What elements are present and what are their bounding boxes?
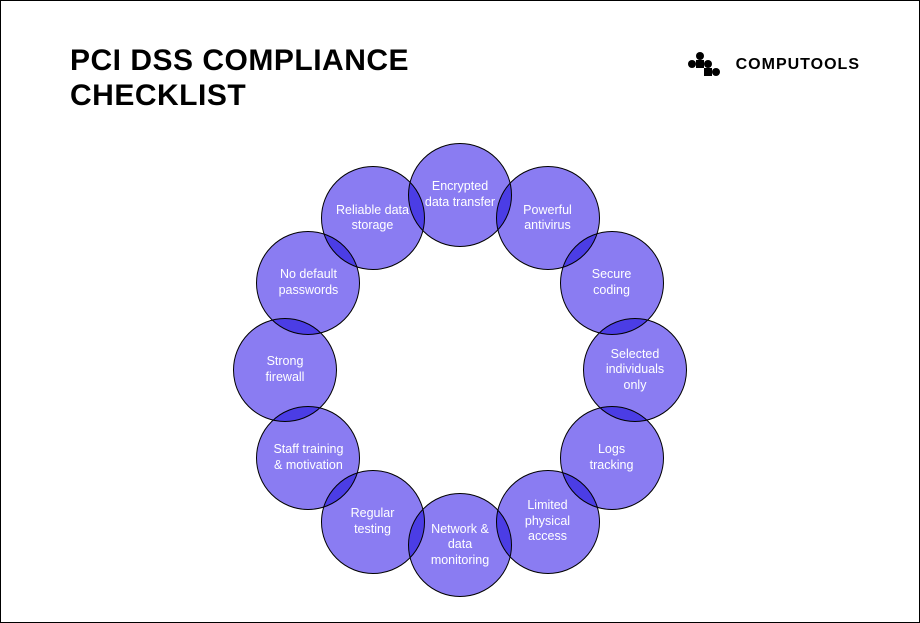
page-title: PCI DSS COMPLIANCE CHECKLIST [70, 44, 490, 113]
ring-node: Staff training & motivation [256, 406, 360, 510]
ring-node-label: Limited physical access [511, 498, 584, 545]
ring-node-label: Reliable data storage [336, 203, 409, 234]
ring-node-label: Regular testing [336, 506, 409, 537]
ring-node-label: No default passwords [272, 267, 345, 298]
brand-name: COMPUTOOLS [736, 56, 860, 74]
ring-node-label: Strong firewall [248, 354, 321, 385]
ring-node-label: Selected individuals only [598, 347, 671, 394]
ring-node-label: Staff training & motivation [272, 442, 345, 473]
ring-node-label: Encrypted data transfer [423, 179, 496, 210]
ring-node: Network & data monitoring [408, 493, 512, 597]
ring-node: Encrypted data transfer [408, 143, 512, 247]
ring-node-label: Secure coding [575, 267, 648, 298]
ring-node: Limited physical access [496, 470, 600, 574]
ring-node: Strong firewall [233, 318, 337, 422]
computools-logo-icon [688, 50, 726, 80]
ring-node: Reliable data storage [321, 166, 425, 270]
ring-node: Selected individuals only [583, 318, 687, 422]
ring-node-label: Network & data monitoring [423, 522, 496, 569]
ring-node-label: Logs tracking [575, 442, 648, 473]
brand-lockup: COMPUTOOLS [688, 50, 860, 80]
ring-node-label: Powerful antivirus [511, 203, 584, 234]
